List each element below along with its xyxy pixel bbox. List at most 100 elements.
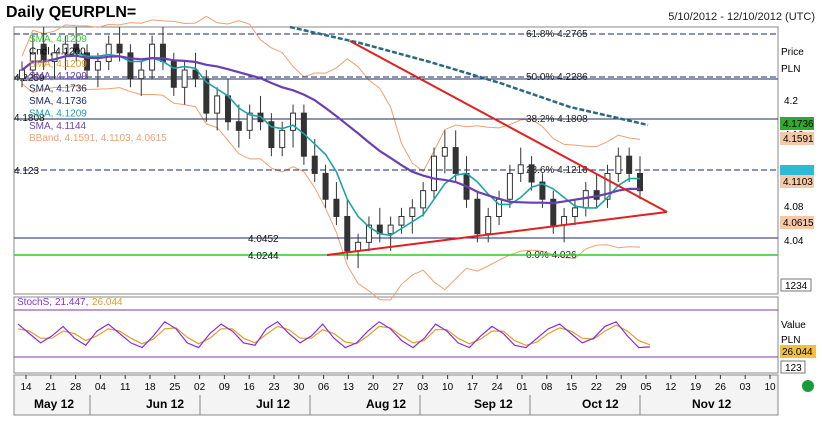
- candle-body: [311, 155, 318, 174]
- candle-body: [355, 241, 362, 252]
- month-label: Aug 12: [366, 397, 406, 411]
- candle-body: [214, 95, 221, 114]
- fib-label: 61.8% 4.2765: [526, 29, 588, 40]
- stoch-legend-item: StochS,: [17, 297, 52, 308]
- date-tick-label: 18: [144, 382, 156, 393]
- legend-item: SMA, 4.1209: [29, 108, 87, 119]
- candle-body: [441, 147, 448, 157]
- stoch-axis-unit: PLN: [781, 335, 800, 346]
- level-label: 4.2259: [14, 73, 45, 84]
- date-tick-label: 10: [764, 382, 776, 393]
- month-label: Oct 12: [582, 397, 619, 411]
- date-tick-label: 03: [740, 382, 752, 393]
- date-tick-label: 24: [492, 382, 504, 393]
- candle-body: [290, 112, 297, 131]
- candle-body: [116, 43, 123, 54]
- date-tick-label: 10: [442, 382, 454, 393]
- price-tag: 4.1736: [783, 119, 814, 130]
- candle-body: [279, 129, 286, 149]
- candle-body: [138, 69, 145, 80]
- month-label: Nov 12: [692, 397, 732, 411]
- trend-lines: [326, 40, 668, 256]
- legend-item: SMA, 4.1736: [29, 84, 87, 95]
- candle-body: [62, 43, 69, 54]
- month-label: Jun 12: [146, 397, 184, 411]
- candle-body: [322, 172, 329, 200]
- candle-body: [571, 207, 578, 217]
- legend-item: SMA, 4.1209: [29, 34, 87, 45]
- date-tick-label: 14: [20, 382, 32, 393]
- candle-body: [127, 52, 134, 80]
- date-tick-label: 27: [392, 382, 404, 393]
- candle-body: [344, 215, 351, 252]
- stoch-scale-box: [780, 360, 806, 374]
- month-label: May 12: [34, 397, 74, 411]
- date-tick-label: 11: [120, 382, 131, 393]
- trendline-upper: [349, 40, 668, 213]
- candle-body: [604, 172, 611, 200]
- date-tick-label: 15: [566, 382, 578, 393]
- candle-body: [474, 198, 481, 235]
- date-tick-label: 03: [417, 382, 429, 393]
- candle-body: [181, 69, 188, 88]
- month-label: Sep 12: [474, 397, 513, 411]
- candle-body: [637, 172, 643, 192]
- bband-upper: [21, 15, 641, 173]
- price-tick-label: 4.04: [784, 236, 804, 247]
- month-label: Jul 12: [256, 397, 290, 411]
- date-tick-label: 16: [244, 382, 256, 393]
- date-tick-label: 22: [591, 382, 603, 393]
- candle-body: [19, 69, 25, 80]
- fibonacci-levels: 61.8% 4.2765 50.0% 4.2286 38.2% 4.1808 23.6…: [14, 29, 778, 262]
- candle-body: [387, 224, 394, 235]
- candle-body: [485, 215, 492, 235]
- date-tick-label: 29: [616, 382, 628, 393]
- price-tick-label: 4.2: [784, 96, 798, 107]
- date-axis: 14 21 28 04 11 18 25 02 09 16 23 30 06 13 20 27 03 10 17 24…: [13, 374, 779, 416]
- moving-averages: [21, 25, 649, 237]
- candle-body: [615, 155, 622, 174]
- stoch-k-line: [17, 321, 651, 349]
- date-tick-label: 08: [541, 382, 553, 393]
- date-tick-label: 02: [194, 382, 206, 393]
- stoch-tag: 26.044: [782, 347, 813, 358]
- stoch-d-line: [17, 324, 651, 346]
- candle-body: [420, 190, 427, 209]
- date-tick-label: 01: [516, 382, 528, 393]
- price-tag-bg: [780, 216, 814, 229]
- date-range: 5/10/2012 - 12/10/2012 (UTC): [668, 11, 815, 23]
- fib-label: 23.6% 4.1216: [526, 165, 588, 176]
- sma-fast-line: [21, 51, 640, 237]
- candle-body: [203, 78, 210, 114]
- price-tag: 4.1591: [783, 134, 814, 145]
- candle-body: [235, 121, 242, 131]
- status-indicator[interactable]: [802, 380, 814, 392]
- price-tag: 4.0615: [783, 218, 814, 229]
- legend-item: Cndl, 4.1200: [29, 46, 86, 57]
- candle-body: [225, 95, 231, 123]
- level-label: 4.1808: [14, 113, 45, 124]
- legend-item: SMA, 4.1209: [29, 59, 87, 70]
- price-tag-bg: [780, 132, 814, 145]
- candle-body: [528, 164, 535, 183]
- price-axis-unit: PLN: [781, 64, 800, 75]
- candle-body: [268, 121, 275, 149]
- date-tick-label: 19: [690, 382, 702, 393]
- date-tick-label: 05: [640, 382, 652, 393]
- legend-item: SMA, 4.1736: [29, 96, 87, 107]
- candle-body: [506, 172, 513, 200]
- date-tick-label: 23: [268, 382, 280, 393]
- fib-label: 50.0% 4.2286: [526, 72, 588, 83]
- candle-body: [333, 198, 340, 217]
- level-label: 4.123: [14, 166, 39, 177]
- candle-body: [539, 181, 546, 200]
- candle-body: [409, 207, 416, 217]
- date-tick-label: 30: [293, 382, 305, 393]
- candle-body: [550, 198, 557, 226]
- price-scale-box: [780, 278, 812, 292]
- date-tick-label: 28: [70, 382, 82, 393]
